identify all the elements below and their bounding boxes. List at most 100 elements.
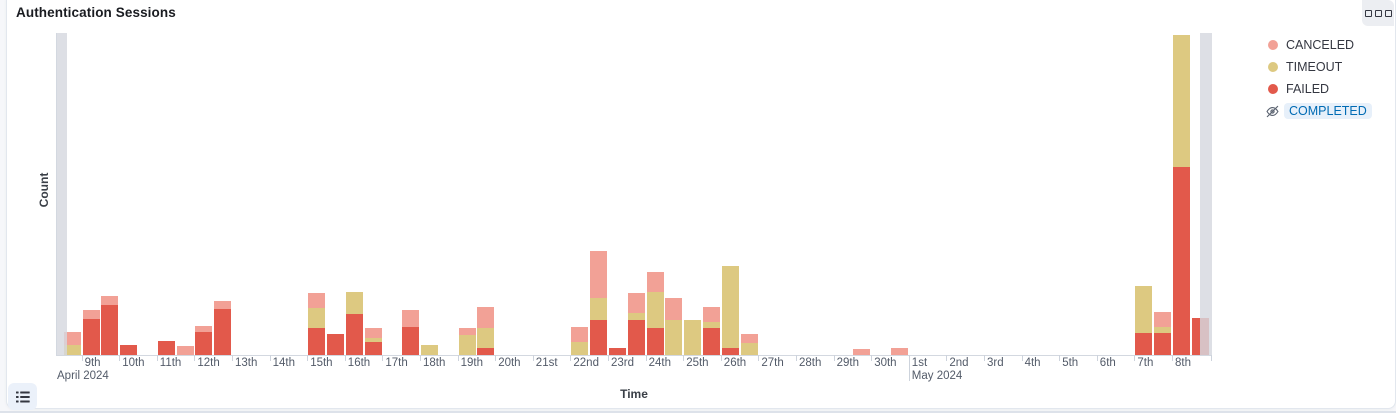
legend-item-canceled[interactable]: CANCELED <box>1268 34 1394 56</box>
bar-segment-failed[interactable] <box>402 327 420 355</box>
legend-item-label: CANCELED <box>1286 38 1355 52</box>
panel-options-button[interactable] <box>1362 0 1394 26</box>
bar-segment-canceled[interactable] <box>740 334 758 343</box>
bar-segment-failed[interactable] <box>477 348 495 355</box>
bar-segment-canceled[interactable] <box>1154 312 1172 327</box>
bar-segment-failed[interactable] <box>721 348 739 355</box>
bar-segment-canceled[interactable] <box>571 327 589 342</box>
x-axis-tick <box>1172 355 1173 361</box>
bar-segment-timeout[interactable] <box>1154 327 1172 333</box>
x-axis-tick-label: 19th <box>460 357 483 369</box>
bar-segment-timeout[interactable] <box>571 342 589 355</box>
x-axis-tick <box>119 355 121 361</box>
x-axis-tick <box>156 355 158 361</box>
bar-segment-canceled[interactable] <box>853 349 871 355</box>
bar-segment-failed[interactable] <box>608 348 626 355</box>
x-axis-month-label: May 2024 <box>911 370 963 382</box>
x-axis-tick-label: 13th <box>235 357 258 369</box>
bar-segment-timeout[interactable] <box>702 322 720 328</box>
legend-item-completed[interactable]: COMPLETED <box>1266 100 1394 122</box>
bar-segment-timeout[interactable] <box>646 292 664 328</box>
legend-item-label: COMPLETED <box>1284 103 1372 119</box>
bar-segment-timeout[interactable] <box>740 343 758 355</box>
bar-segment-canceled[interactable] <box>890 348 908 355</box>
bar-segment-failed[interactable] <box>590 320 608 355</box>
bar-segment-timeout[interactable] <box>308 308 326 328</box>
bar-segment-canceled[interactable] <box>63 332 81 345</box>
x-axis-tick <box>758 355 760 361</box>
panel-bottom-divider <box>0 411 1396 413</box>
bar-segment-failed[interactable] <box>1172 167 1190 355</box>
bar-segment-failed[interactable] <box>1154 333 1172 355</box>
bar-segment-timeout[interactable] <box>627 313 645 320</box>
bar-segment-canceled[interactable] <box>214 301 232 309</box>
bar-segment-failed[interactable] <box>364 342 382 355</box>
x-axis-tick-label: 24th <box>648 357 671 369</box>
x-axis-tick <box>833 355 835 361</box>
bar-segment-canceled[interactable] <box>646 272 664 292</box>
bar-segment-timeout[interactable] <box>63 345 81 355</box>
bar-segment-failed[interactable] <box>326 334 344 355</box>
x-axis-tick-label: 17th <box>385 357 408 369</box>
bar-segment-canceled[interactable] <box>82 310 100 319</box>
bar-segment-canceled[interactable] <box>702 307 720 322</box>
bar-segment-failed[interactable] <box>214 309 232 355</box>
eye-slash-icon <box>1266 105 1279 117</box>
bar-segment-canceled[interactable] <box>402 310 420 327</box>
x-axis-tick <box>495 355 497 361</box>
bar-segment-timeout[interactable] <box>458 335 476 355</box>
x-axis-tick-label: 25th <box>686 357 709 369</box>
x-axis-tick-label: 1st <box>911 357 928 369</box>
bar-segment-failed[interactable] <box>308 328 326 355</box>
x-axis-tick-label: 26th <box>723 357 747 369</box>
bar-segment-failed[interactable] <box>195 332 213 355</box>
bar-segment-timeout[interactable] <box>1172 35 1190 167</box>
bar-segment-timeout[interactable] <box>590 298 608 320</box>
bar-segment-canceled[interactable] <box>364 328 382 338</box>
panel-title: Authentication Sessions <box>16 5 176 20</box>
bar-segment-canceled[interactable] <box>627 293 645 313</box>
bar-segment-canceled[interactable] <box>665 298 683 320</box>
legend-toggle-button[interactable] <box>8 383 37 410</box>
bar-segment-canceled[interactable] <box>590 251 608 298</box>
x-axis-tick <box>645 355 647 361</box>
bar-segment-failed[interactable] <box>345 314 363 355</box>
x-axis-tick-label: 29th <box>836 357 859 369</box>
legend-item-timeout[interactable]: TIMEOUT <box>1268 56 1394 78</box>
bar-segment-canceled[interactable] <box>308 293 326 308</box>
x-axis-tick <box>570 355 572 361</box>
y-axis-line <box>56 33 57 355</box>
bar-segment-canceled[interactable] <box>477 307 495 328</box>
x-axis-tick-label: 6th <box>1099 357 1116 369</box>
bar-segment-timeout[interactable] <box>477 328 495 348</box>
x-axis-tick-label: 16th <box>347 357 371 369</box>
x-axis-tick <box>1096 355 1098 361</box>
x-axis-tick-label: 2nd <box>949 357 969 369</box>
out-of-range-shade-right <box>1200 33 1212 355</box>
bar-segment-canceled[interactable] <box>101 296 119 305</box>
bar-segment-failed[interactable] <box>101 305 119 355</box>
bar-segment-timeout[interactable] <box>684 320 702 355</box>
bar-segment-canceled[interactable] <box>176 346 194 355</box>
bar-segment-failed[interactable] <box>1135 333 1153 355</box>
bar-segment-failed[interactable] <box>702 328 720 355</box>
bar-segment-failed[interactable] <box>646 328 664 355</box>
bar-segment-failed[interactable] <box>120 345 138 355</box>
bar-segment-timeout[interactable] <box>1135 286 1153 333</box>
bar-segment-failed[interactable] <box>627 320 645 355</box>
x-axis-tick <box>1059 355 1061 361</box>
bar-segment-timeout[interactable] <box>345 292 363 314</box>
x-axis-end-tick <box>1211 355 1212 361</box>
bar-segment-timeout[interactable] <box>665 320 683 355</box>
bar-segment-timeout[interactable] <box>721 266 739 348</box>
bar-segment-timeout[interactable] <box>420 345 438 355</box>
bar-segment-canceled[interactable] <box>458 328 476 335</box>
boxes-horizontal-icon <box>1364 9 1392 17</box>
bar-segment-failed[interactable] <box>82 319 100 355</box>
legend-item-failed[interactable]: FAILED <box>1268 78 1394 100</box>
x-axis-tick-label: 9th <box>84 357 101 369</box>
bar-segment-timeout[interactable] <box>364 338 382 342</box>
x-axis-tick <box>720 355 722 361</box>
bar-segment-failed[interactable] <box>157 341 175 355</box>
bar-segment-canceled[interactable] <box>195 326 213 332</box>
